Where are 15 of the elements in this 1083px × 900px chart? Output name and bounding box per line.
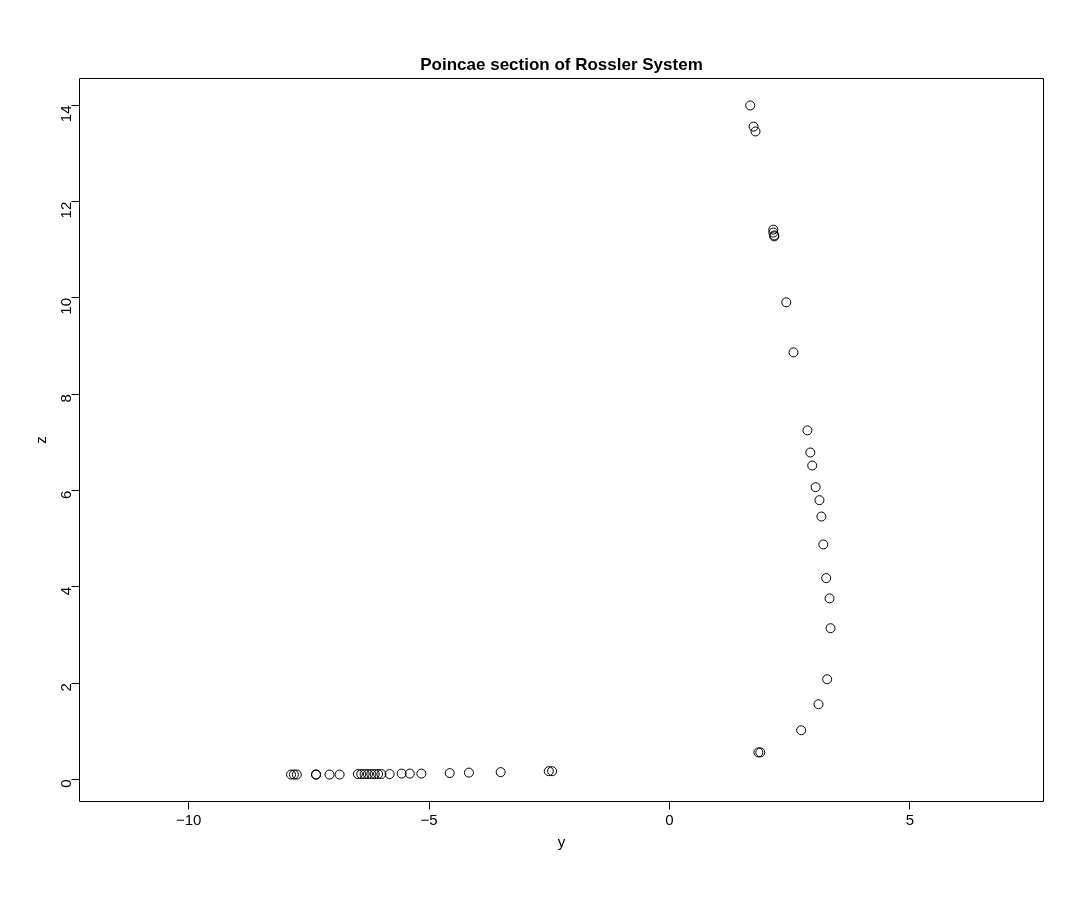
y-tick-label: 6 [57,490,75,499]
y-tick-label: 12 [57,201,75,219]
x-tick-label: 0 [665,810,674,828]
x-axis-title: y [557,832,566,850]
y-tick-label: 10 [57,298,75,315]
y-tick-label: 8 [57,394,75,403]
y-tick-label: 14 [57,105,75,123]
y-tick-label: 0 [57,779,75,788]
x-tick-label: 5 [905,810,915,828]
x-tick-label: −5 [420,810,438,828]
y-tick-label: 2 [57,683,75,692]
y-axis-title: z [31,436,49,444]
x-tick-label: −10 [175,810,202,828]
chart-title: Poincae section of Rossler System [420,54,703,74]
y-tick-label: 4 [57,586,75,596]
